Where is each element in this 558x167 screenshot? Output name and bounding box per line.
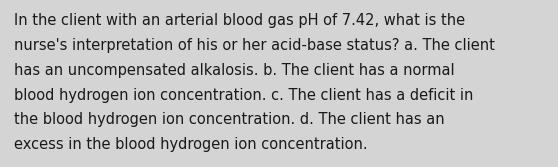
Text: excess in the blood hydrogen ion concentration.: excess in the blood hydrogen ion concent… <box>14 137 368 152</box>
Text: nurse's interpretation of his or her acid-base status? a. The client: nurse's interpretation of his or her aci… <box>14 38 495 53</box>
Text: the blood hydrogen ion concentration. d. The client has an: the blood hydrogen ion concentration. d.… <box>14 112 445 127</box>
Text: blood hydrogen ion concentration. c. The client has a deficit in: blood hydrogen ion concentration. c. The… <box>14 88 473 103</box>
Text: has an uncompensated alkalosis. b. The client has a normal: has an uncompensated alkalosis. b. The c… <box>14 63 455 78</box>
Text: In the client with an arterial blood gas pH of 7.42, what is the: In the client with an arterial blood gas… <box>14 13 465 28</box>
